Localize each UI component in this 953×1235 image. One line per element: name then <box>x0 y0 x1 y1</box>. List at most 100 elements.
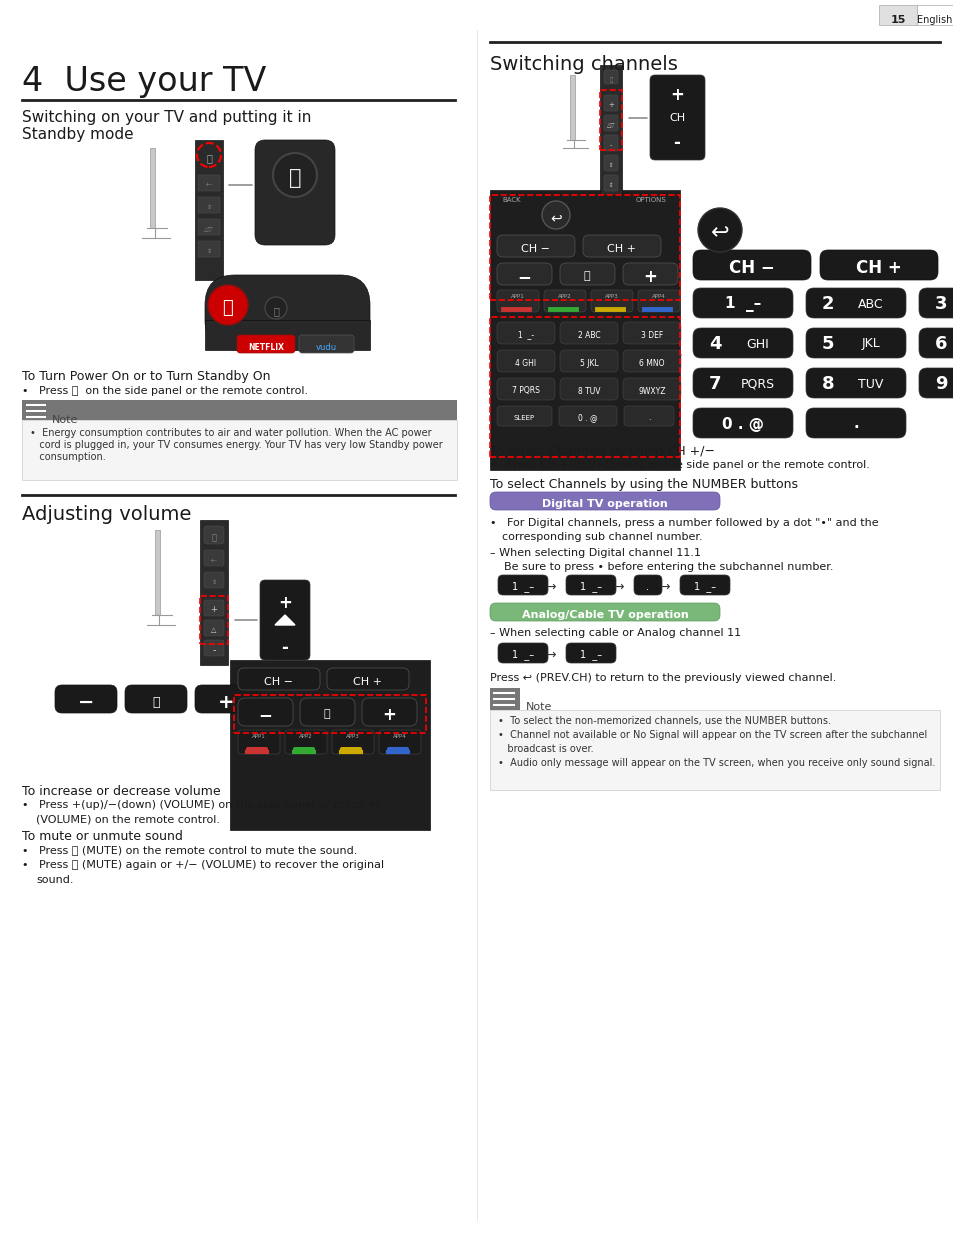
FancyBboxPatch shape <box>125 685 187 713</box>
FancyBboxPatch shape <box>230 659 430 830</box>
Text: CH +: CH + <box>607 245 636 254</box>
Text: consumption.: consumption. <box>30 452 106 462</box>
Text: 15: 15 <box>889 15 904 25</box>
Text: ↩: ↩ <box>550 211 561 225</box>
Text: Adjusting volume: Adjusting volume <box>22 505 192 524</box>
Text: ⇕: ⇕ <box>608 163 613 168</box>
Text: 1  _–: 1 _– <box>579 650 601 661</box>
FancyBboxPatch shape <box>692 288 792 317</box>
Text: GHI: GHI <box>746 337 768 351</box>
Text: •   Press CH +(up)/−(down) on the side panel or the remote control.: • Press CH +(up)/−(down) on the side pan… <box>490 459 869 471</box>
Text: .: . <box>646 582 649 592</box>
FancyBboxPatch shape <box>497 576 547 595</box>
FancyBboxPatch shape <box>918 368 953 398</box>
FancyBboxPatch shape <box>154 530 160 615</box>
Text: (VOLUME) on the remote control.: (VOLUME) on the remote control. <box>36 815 220 825</box>
FancyBboxPatch shape <box>55 685 117 713</box>
Text: 2 ABC: 2 ABC <box>578 331 599 340</box>
Text: English: English <box>917 15 952 25</box>
FancyBboxPatch shape <box>387 747 409 752</box>
Text: Press ↩ (PREV.CH) to return to the previously viewed channel.: Press ↩ (PREV.CH) to return to the previ… <box>490 673 836 683</box>
Text: To select Channels by using CH +/−: To select Channels by using CH +/− <box>490 445 714 458</box>
FancyBboxPatch shape <box>194 140 223 280</box>
Text: CH +: CH + <box>354 677 382 687</box>
FancyBboxPatch shape <box>497 378 555 400</box>
Text: TUV: TUV <box>858 378 882 390</box>
FancyBboxPatch shape <box>236 335 294 353</box>
Text: •  Audio only message will appear on the TV screen, when you receive only sound : • Audio only message will appear on the … <box>497 758 934 768</box>
Text: NETFLIX: NETFLIX <box>248 343 284 352</box>
Text: CH +: CH + <box>855 259 901 277</box>
FancyBboxPatch shape <box>649 75 704 161</box>
Text: •   Press 🔇 (MUTE) on the remote control to mute the sound.: • Press 🔇 (MUTE) on the remote control t… <box>22 845 357 855</box>
Text: .: . <box>852 416 858 431</box>
Text: 3 DEF: 3 DEF <box>640 331 662 340</box>
Text: .: . <box>647 414 650 422</box>
Text: 2: 2 <box>821 295 833 312</box>
Text: PQRS: PQRS <box>740 378 774 390</box>
Text: 🔇: 🔇 <box>323 709 330 719</box>
Text: – When selecting cable or Analog channel 11: – When selecting cable or Analog channel… <box>490 629 740 638</box>
FancyBboxPatch shape <box>805 408 905 438</box>
Text: +: + <box>211 605 217 615</box>
Text: •   Press 🔇 (MUTE) again or +/− (VOLUME) to recover the original: • Press 🔇 (MUTE) again or +/− (VOLUME) t… <box>22 860 384 869</box>
Text: •   Press ⏻  on the side panel or the remote control.: • Press ⏻ on the side panel or the remot… <box>22 387 308 396</box>
FancyBboxPatch shape <box>285 730 327 755</box>
Text: APP4: APP4 <box>393 735 406 740</box>
Text: 6: 6 <box>934 335 946 353</box>
Text: APP1: APP1 <box>252 735 266 740</box>
Text: To Turn Power On or to Turn Standby On: To Turn Power On or to Turn Standby On <box>22 370 271 383</box>
FancyBboxPatch shape <box>205 320 370 350</box>
FancyBboxPatch shape <box>497 406 552 426</box>
FancyBboxPatch shape <box>204 550 224 566</box>
FancyBboxPatch shape <box>378 730 420 755</box>
FancyBboxPatch shape <box>805 368 905 398</box>
Text: APP1: APP1 <box>511 294 524 300</box>
Text: 7 PQRS: 7 PQRS <box>512 387 539 395</box>
Text: APP3: APP3 <box>604 294 618 300</box>
FancyBboxPatch shape <box>634 576 661 595</box>
FancyBboxPatch shape <box>497 263 552 285</box>
Text: To mute or unmute sound: To mute or unmute sound <box>22 830 183 844</box>
Text: →: → <box>545 648 556 662</box>
Text: sound.: sound. <box>36 876 73 885</box>
Text: CH: CH <box>668 112 684 124</box>
Text: ⇕: ⇕ <box>206 248 212 253</box>
Text: 1  _–: 1 _– <box>512 582 534 593</box>
FancyBboxPatch shape <box>559 350 618 372</box>
FancyBboxPatch shape <box>22 400 456 420</box>
FancyBboxPatch shape <box>497 322 555 345</box>
FancyBboxPatch shape <box>603 135 618 151</box>
Text: 4  Use your TV: 4 Use your TV <box>22 65 266 98</box>
FancyBboxPatch shape <box>692 329 792 358</box>
FancyBboxPatch shape <box>361 698 416 726</box>
Text: -: - <box>212 645 215 655</box>
Text: 1  _–: 1 _– <box>693 582 716 593</box>
FancyBboxPatch shape <box>204 600 224 616</box>
Text: ⇕: ⇕ <box>212 579 216 584</box>
Text: →: → <box>613 580 623 594</box>
FancyBboxPatch shape <box>298 335 354 353</box>
Text: -: - <box>609 142 612 148</box>
FancyBboxPatch shape <box>622 263 678 285</box>
FancyBboxPatch shape <box>299 698 355 726</box>
FancyBboxPatch shape <box>194 685 256 713</box>
Text: -: - <box>673 135 679 152</box>
FancyBboxPatch shape <box>590 290 633 312</box>
FancyBboxPatch shape <box>22 420 456 480</box>
FancyBboxPatch shape <box>260 580 310 659</box>
FancyBboxPatch shape <box>692 408 792 438</box>
Text: △▽: △▽ <box>204 226 213 231</box>
FancyBboxPatch shape <box>622 350 680 372</box>
Text: +: + <box>217 693 234 711</box>
FancyBboxPatch shape <box>254 140 335 245</box>
FancyBboxPatch shape <box>603 175 618 191</box>
Text: +: + <box>277 594 292 613</box>
Text: 9: 9 <box>934 375 946 393</box>
FancyBboxPatch shape <box>327 668 409 690</box>
FancyBboxPatch shape <box>565 643 616 663</box>
Text: broadcast is over.: broadcast is over. <box>497 743 593 755</box>
Polygon shape <box>274 615 294 625</box>
Text: – When selecting Digital channel 11.1: – When selecting Digital channel 11.1 <box>490 548 700 558</box>
FancyBboxPatch shape <box>237 730 280 755</box>
